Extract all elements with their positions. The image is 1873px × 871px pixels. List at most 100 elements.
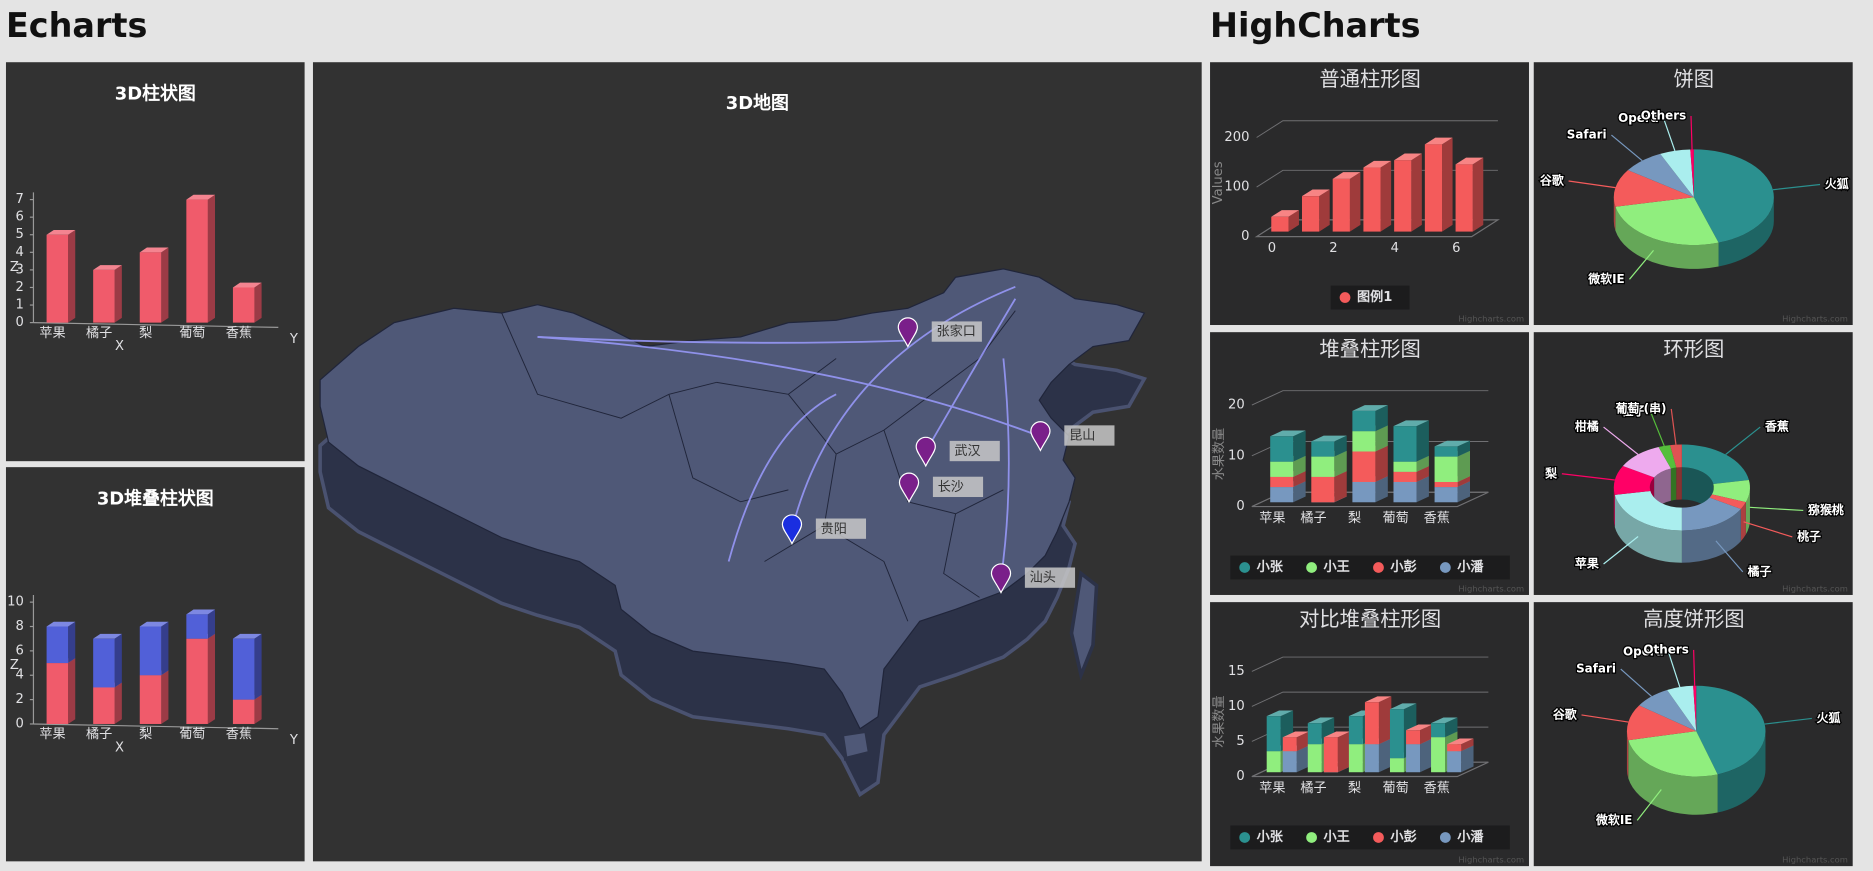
column: [1270, 461, 1294, 477]
axis-label: Z: [10, 658, 19, 673]
y-tick-label: 200: [1224, 130, 1249, 145]
bar: [232, 287, 255, 323]
x-tick-label: 4: [1391, 241, 1399, 256]
column: [1393, 471, 1417, 482]
column-top: [1271, 210, 1299, 217]
legend-symbol: [1373, 562, 1384, 573]
column-top: [1393, 420, 1429, 427]
slice-wall: [1613, 487, 1615, 528]
column-side: [1411, 153, 1422, 232]
label-connector: [1568, 180, 1616, 189]
credits: Highcharts.com: [1782, 855, 1848, 865]
pin-label: 昆山: [1069, 428, 1095, 444]
y-tick-label: 4: [16, 668, 24, 683]
map-surface: [319, 268, 1146, 730]
slice-wall: [1681, 508, 1741, 563]
bar-side: [114, 265, 122, 323]
legend-symbol: [1306, 832, 1317, 843]
slice-label: 微软IE: [1595, 812, 1632, 827]
bar-top: [232, 633, 262, 639]
pin-label-box: [1024, 567, 1076, 588]
x-tick-label: 梨: [1348, 510, 1361, 526]
slice-label: 香蕉: [1764, 419, 1789, 434]
label-connector: [1715, 540, 1744, 573]
pin-label-box: [1064, 425, 1115, 446]
bar-side: [254, 633, 262, 700]
y-tick-label: 5: [1236, 734, 1244, 749]
label-connector: [1670, 408, 1677, 445]
column: [1348, 716, 1363, 745]
slice: [1658, 445, 1677, 469]
slice-wall: [1717, 731, 1766, 813]
column-side: [1461, 738, 1474, 752]
column: [1394, 160, 1412, 232]
bar-top: [139, 247, 169, 253]
y-tick-label: 4: [16, 245, 24, 260]
column-side: [1457, 476, 1471, 488]
column: [1447, 744, 1462, 752]
y-axis-title: 水果数量: [1211, 428, 1227, 481]
column-side: [1293, 455, 1306, 477]
label-connector: [1581, 714, 1629, 723]
bar-top: [139, 621, 169, 627]
x-tick-label: 葡萄: [179, 726, 205, 742]
slice-label: 火狐: [1817, 710, 1841, 725]
column-top: [1282, 731, 1310, 738]
y-tick-label: 8: [16, 619, 24, 634]
legend-symbol: [1439, 562, 1451, 573]
flight-line: [537, 336, 1040, 437]
column-side: [1457, 450, 1471, 482]
column: [1311, 476, 1335, 503]
slice-inner-wall: [1654, 468, 1671, 510]
map-pin: [781, 514, 803, 545]
x-tick-label: 葡萄: [1383, 780, 1409, 796]
slice-label: Safari: [1567, 128, 1607, 142]
legend-symbol: [1339, 292, 1351, 303]
column: [1348, 744, 1363, 773]
x-tick-label: 葡萄: [179, 325, 205, 341]
slice: [1628, 731, 1718, 777]
x-tick-label: 香蕉: [226, 325, 252, 341]
slice: [1615, 197, 1719, 245]
bar: [46, 234, 69, 323]
bar: [139, 252, 162, 323]
column-side: [1416, 420, 1429, 462]
y-tick-label: 10: [1228, 448, 1245, 463]
column-top: [1364, 696, 1392, 703]
chart-title: 3D柱状图: [115, 82, 196, 104]
column: [1389, 758, 1404, 773]
slice-label: 葡萄 (串): [1615, 400, 1667, 415]
column-top: [1434, 440, 1471, 447]
bar: [186, 638, 208, 724]
slice: [1711, 479, 1750, 503]
slice: [1709, 494, 1746, 509]
bar-side: [254, 282, 262, 323]
flight-line: [727, 393, 837, 562]
column: [1352, 431, 1376, 452]
section-header: Echarts: [6, 6, 147, 45]
chart-title: 堆叠柱形图: [1319, 337, 1420, 361]
axis-label: Z: [10, 260, 19, 275]
slice: [1622, 447, 1671, 478]
y-tick-label: 6: [16, 643, 24, 658]
column: [1282, 737, 1297, 752]
column: [1270, 476, 1294, 488]
slice-label: 微软IE: [1587, 271, 1624, 286]
pin-label-box: [949, 440, 1000, 462]
column-top: [1332, 172, 1361, 179]
slice: [1693, 685, 1697, 732]
column: [1393, 461, 1417, 472]
column: [1363, 167, 1381, 232]
bar-side: [114, 682, 122, 724]
slice-wall: [1614, 494, 1682, 563]
column-top: [1270, 430, 1306, 437]
chart-title: 普通柱形图: [1319, 67, 1420, 91]
column-side: [1378, 696, 1392, 745]
legend-entry: 小彭: [1390, 558, 1416, 575]
credits: Highcharts.com: [1782, 314, 1848, 324]
map-pin: [898, 472, 920, 504]
y-tick-label: 0: [1236, 499, 1244, 514]
slice: [1681, 497, 1741, 531]
label-connector: [1764, 717, 1812, 725]
slice-label: 谷歌: [1540, 172, 1565, 187]
